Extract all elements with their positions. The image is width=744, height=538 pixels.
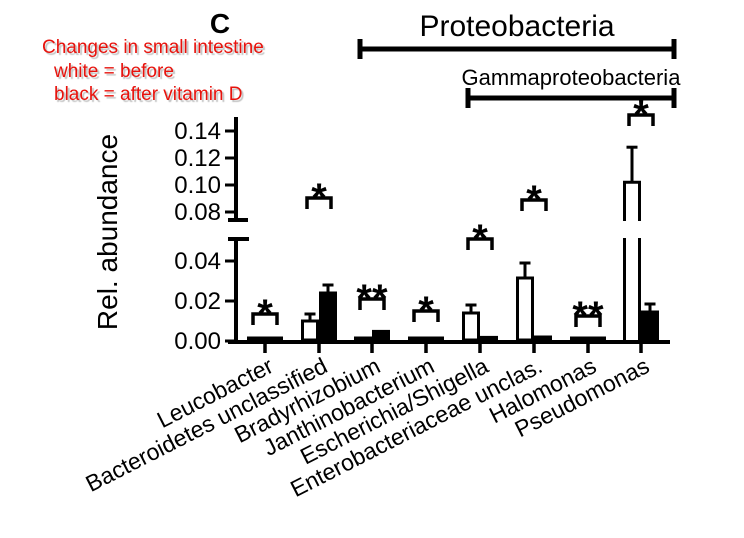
y-tick-label: 0.08 — [174, 199, 221, 226]
bar-before-escherichia-shigella — [462, 311, 480, 342]
sig-star: * — [526, 178, 542, 222]
panel-label: C — [209, 8, 231, 39]
bar-after-pseudomonas — [641, 310, 659, 342]
sig-bracket — [358, 297, 386, 310]
phylum-bracket-label: Gammaproteobacteria — [462, 65, 682, 90]
sig-bracket — [251, 312, 279, 325]
sig-bracket — [466, 237, 494, 250]
bar-before-janthinobacterium — [408, 336, 426, 342]
sig-bracket — [627, 113, 655, 126]
sig-bracket — [574, 314, 602, 327]
y-tick-label: 0.14 — [174, 118, 221, 145]
bar-after-leucobacter — [265, 336, 283, 342]
bar-before-pseudomonas — [623, 180, 641, 221]
sig-star: ** — [356, 277, 388, 321]
bar-before-enterobacteriaceae-unclas- — [516, 276, 534, 342]
y-axis-title: Rel. abundance — [92, 134, 123, 330]
sig-star: * — [472, 217, 488, 261]
bar-after-halomonas — [588, 336, 606, 342]
bar-before-halomonas — [570, 336, 588, 342]
bar-after-janthinobacterium — [426, 336, 444, 342]
bar-after-enterobacteriaceae-unclas- — [534, 335, 552, 342]
annotation-line-title: Changes in small intestine — [42, 37, 264, 58]
sig-bracket — [305, 196, 333, 209]
sig-star: * — [311, 176, 327, 220]
y-tick-label: 0.12 — [174, 145, 221, 172]
bar-after-bradyrhizobium — [372, 329, 390, 342]
bar-after-escherichia-shigella — [480, 335, 498, 342]
sig-star: * — [633, 93, 649, 137]
sig-bracket — [412, 309, 440, 322]
y-tick-label: 0.10 — [174, 172, 221, 199]
bar-before-bradyrhizobium — [354, 336, 372, 342]
phylum-bracket-label: Proteobacteria — [419, 10, 614, 43]
y-tick-label: 0.02 — [174, 288, 221, 315]
sig-bracket — [520, 198, 548, 211]
y-tick-label: 0.04 — [174, 248, 221, 275]
sig-star: * — [418, 289, 434, 333]
sig-star: ** — [572, 294, 604, 338]
y-tick-label: 0.00 — [174, 328, 221, 355]
bar-before-bacteroidetes-unclassified — [301, 319, 319, 342]
annotation-line-white: white = before — [54, 61, 174, 82]
sig-star: * — [257, 292, 273, 336]
bar-after-bacteroidetes-unclassified — [319, 291, 337, 342]
annotation-line-black: black = after vitamin D — [54, 84, 243, 105]
bar-before-leucobacter — [247, 336, 265, 342]
